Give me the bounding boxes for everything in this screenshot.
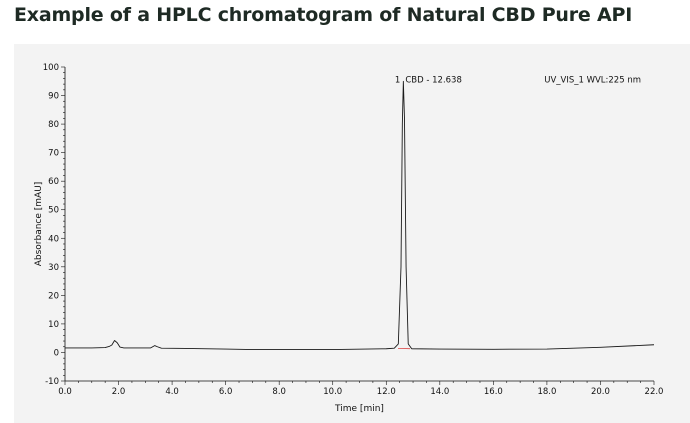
x-tick-label: 18.0	[537, 387, 556, 397]
x-tick-label: 10.0	[323, 387, 342, 397]
x-tick-label: 12.0	[377, 387, 396, 397]
detector-label: UV_VIS_1 WVL:225 nm	[544, 76, 641, 86]
x-tick-label: 2.0	[112, 387, 126, 397]
ticks-layer: -10 0 10 20 30 40 50 60 70 80 90 100 0.0 2.0 4.0 6.0 8.0…	[43, 63, 664, 397]
axes-layer	[64, 67, 654, 382]
chart-panel: -10 0 10 20 30 40 50 60 70 80 90 100 0.0 2.0 4.0 6.0 8.0…	[14, 44, 690, 423]
x-tick-label: 16.0	[484, 387, 503, 397]
y-tick-label: 90	[48, 92, 59, 102]
series-layer	[65, 80, 655, 351]
x-tick-label: 14.0	[430, 387, 449, 397]
chromatogram-chart: -10 0 10 20 30 40 50 60 70 80 90 100 0.0 2.0 4.0 6.0 8.0…	[34, 63, 664, 414]
x-tick-label: 20.0	[591, 387, 610, 397]
x-tick-label: 6.0	[219, 387, 233, 397]
y-tick-label: 40	[48, 234, 59, 244]
x-tick-label: 4.0	[165, 387, 179, 397]
y-tick-label: -10	[45, 377, 59, 387]
y-tick-label: 0	[54, 348, 59, 358]
chromatogram-trace	[65, 80, 655, 351]
x-tick-label: 22.0	[645, 387, 664, 397]
y-tick-label: 30	[48, 263, 59, 273]
x-tick-label: 8.0	[272, 387, 286, 397]
y-tick-label: 20	[48, 291, 59, 301]
y-tick-label: 80	[48, 120, 59, 130]
y-axis-title: Absorbance [mAU]	[34, 182, 44, 267]
x-axis-title: Time [min]	[334, 404, 384, 414]
page-title: Example of a HPLC chromatogram of Natura…	[14, 4, 633, 26]
peak-number-label: 1	[395, 76, 400, 86]
peak-label: CBD - 12.638	[405, 76, 462, 86]
y-tick-label: 70	[48, 149, 59, 159]
y-tick-label: 60	[48, 177, 59, 187]
y-tick-label: 50	[48, 206, 59, 216]
x-tick-label: 0.0	[58, 387, 72, 397]
y-tick-label: 100	[43, 63, 59, 73]
y-tick-label: 10	[48, 320, 59, 330]
